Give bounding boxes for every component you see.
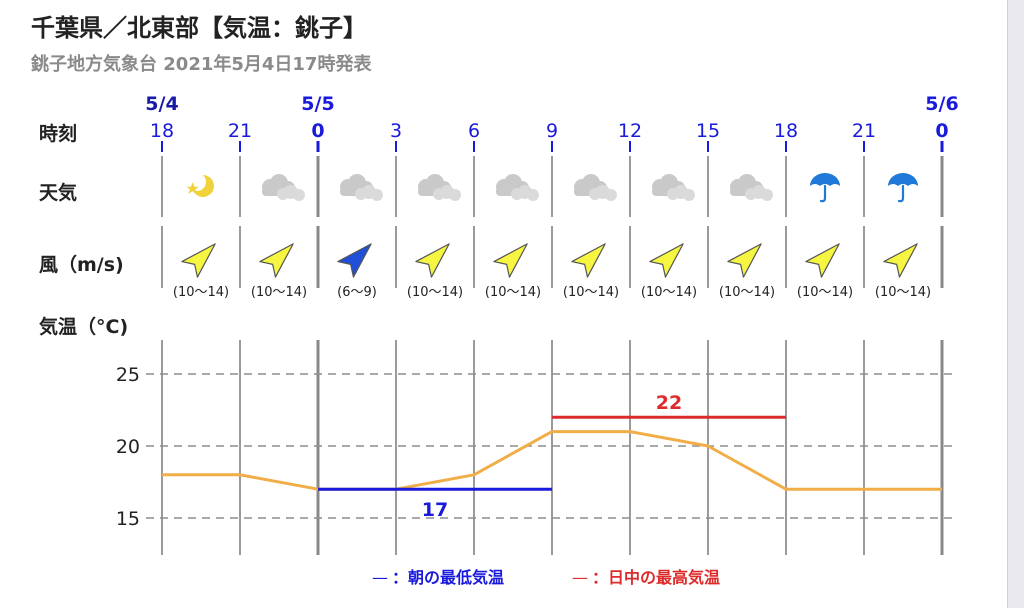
date-label: 5/6: [925, 93, 958, 115]
wind-arrow-shape: [259, 243, 294, 278]
cloud-puff: [683, 189, 695, 201]
wind-arrow-shape: [181, 243, 216, 278]
wind-arrow-icon: [259, 243, 294, 278]
legend-label: ：朝の最低気温: [392, 568, 504, 587]
y-tick-label: 20: [116, 436, 140, 458]
cloud-icon: [496, 174, 539, 201]
y-tick-label: 25: [116, 364, 140, 386]
wind-arrow-icon: [727, 243, 762, 278]
wind-speed-label: (10〜14): [563, 285, 619, 300]
umbrella-handle: [819, 184, 827, 203]
wind-arrow-shape: [727, 243, 762, 278]
wind-arrow-icon: [571, 243, 606, 278]
umbrella-handle: [897, 184, 905, 203]
moon-icon: [186, 173, 214, 197]
cloud-puff: [605, 189, 617, 201]
wind-arrow-shape: [493, 243, 528, 278]
star-shape: [186, 182, 199, 194]
temp-row-label: 気温（°C): [39, 316, 129, 338]
wind-speed-label: (10〜14): [797, 285, 853, 300]
wind-arrow-shape: [649, 243, 684, 278]
time-row-label: 時刻: [39, 123, 78, 145]
page-title: 千葉県／北東部【気温：銚子】: [31, 14, 367, 42]
wind-speed-label: (10〜14): [719, 285, 775, 300]
wind-speed-label: (10〜14): [875, 285, 931, 300]
wind-speed-label: (10〜14): [173, 285, 229, 300]
wind-arrow-icon: [415, 243, 450, 278]
scrollbar[interactable]: [1007, 0, 1024, 608]
umbrella-icon: [810, 173, 840, 203]
date-label: 5/4: [145, 93, 178, 115]
wind-arrow-shape: [883, 243, 918, 278]
cloud-puff: [449, 189, 461, 201]
wind-row-label: 風（m/s): [39, 254, 124, 276]
cloud-icon: [340, 174, 383, 201]
wind-arrow-shape: [571, 243, 606, 278]
wind-arrow-icon: [181, 243, 216, 278]
legend-swatch: —: [372, 568, 388, 587]
wind-arrow-icon: [805, 243, 840, 278]
issued-info: 銚子地方気象台 2021年5月4日17時発表: [31, 54, 372, 75]
umbrella-canopy: [810, 173, 840, 186]
hour-label: 18: [150, 120, 174, 142]
wind-arrow-shape: [337, 243, 372, 278]
y-tick-label: 15: [116, 508, 140, 530]
hour-label: 3: [390, 120, 402, 142]
legend-swatch: —: [572, 568, 588, 587]
wind-arrow-icon: [337, 243, 372, 278]
max-temp-label: 22: [656, 392, 682, 414]
cloud-puff: [371, 189, 383, 201]
cloud-icon: [574, 174, 617, 201]
hour-label: 12: [618, 120, 642, 142]
cloud-icon: [652, 174, 695, 201]
umbrella-icon: [888, 173, 918, 203]
wind-arrow-icon: [649, 243, 684, 278]
hour-label: 9: [546, 120, 558, 142]
cloud-icon: [418, 174, 461, 201]
cloud-puff: [527, 189, 539, 201]
wind-speed-label: (10〜14): [485, 285, 541, 300]
hour-label: 0: [311, 120, 324, 142]
cloud-puff: [293, 189, 305, 201]
wind-speed-label: (6〜9): [337, 285, 377, 300]
cloud-icon: [730, 174, 773, 201]
wind-speed-label: (10〜14): [251, 285, 307, 300]
cloud-puff: [761, 189, 773, 201]
date-label: 5/5: [301, 93, 334, 115]
hour-label: 18: [774, 120, 798, 142]
umbrella-canopy: [888, 173, 918, 186]
hour-label: 6: [468, 120, 480, 142]
legend-label: ：日中の最高気温: [592, 568, 720, 587]
hour-label: 21: [852, 120, 876, 142]
wind-arrow-icon: [883, 243, 918, 278]
cloud-icon: [262, 174, 305, 201]
weather-row-label: 天気: [39, 182, 78, 204]
wind-arrow-shape: [805, 243, 840, 278]
hour-label: 0: [935, 120, 948, 142]
wind-speed-label: (10〜14): [641, 285, 697, 300]
min-temp-label: 17: [422, 499, 448, 521]
wind-arrow-icon: [493, 243, 528, 278]
wind-arrow-shape: [415, 243, 450, 278]
hour-label: 15: [696, 120, 720, 142]
hour-label: 21: [228, 120, 252, 142]
wind-speed-label: (10〜14): [407, 285, 463, 300]
